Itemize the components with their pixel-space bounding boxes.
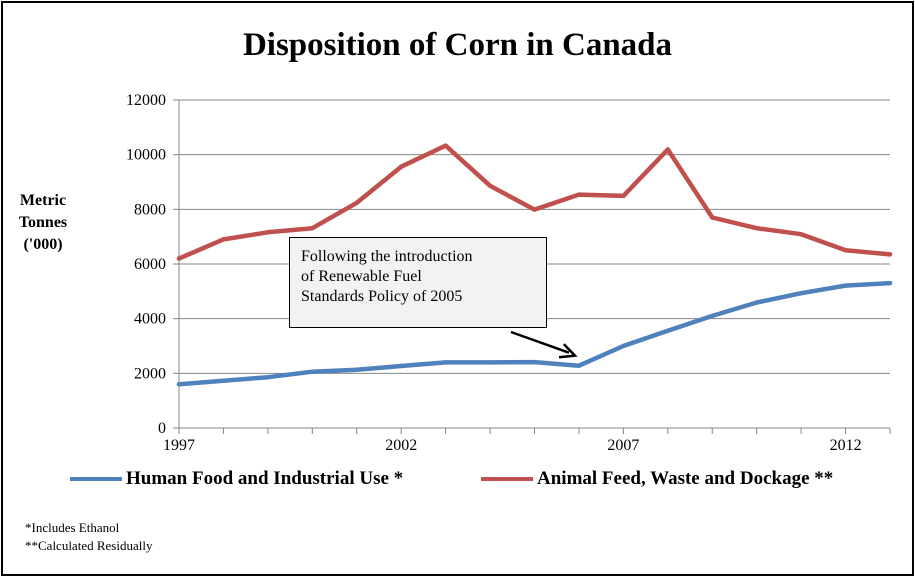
y-axis-label-line: Metric — [19, 192, 67, 209]
data-point-animal-feed — [843, 248, 848, 253]
data-point-human-food — [754, 300, 759, 305]
data-point-human-food — [576, 363, 582, 368]
data-point-animal-feed — [754, 225, 759, 231]
y-tick-label: 4000 — [134, 311, 166, 328]
annotation-line: of Renewable Fuel — [301, 268, 422, 285]
data-point-animal-feed — [710, 215, 715, 220]
data-point-human-food — [798, 291, 804, 296]
data-point-human-food — [621, 343, 626, 349]
data-point-animal-feed — [310, 225, 315, 231]
footnote: **Calculated Residually — [25, 538, 153, 553]
y-tick-label: 10000 — [126, 147, 166, 164]
legend: Human Food and Industrial Use * Animal F… — [70, 468, 910, 498]
y-tick-label: 8000 — [134, 201, 166, 218]
data-point-human-food — [443, 360, 448, 365]
data-point-animal-feed — [798, 232, 804, 237]
data-point-animal-feed — [532, 207, 537, 212]
y-tick-label: 0 — [158, 420, 166, 437]
data-point-animal-feed — [443, 143, 448, 148]
data-point-human-food — [310, 369, 315, 374]
x-tick-label: 2012 — [830, 437, 862, 454]
y-tick-label: 12000 — [126, 92, 166, 109]
data-point-human-food — [221, 378, 226, 383]
data-point-human-food — [398, 363, 404, 369]
y-tick-label: 6000 — [134, 256, 166, 273]
annotation-line: Standards Policy of 2005 — [301, 288, 463, 305]
data-point-human-food — [265, 374, 271, 380]
data-point-human-food — [532, 359, 537, 365]
data-point-human-food — [665, 328, 671, 333]
y-axis-label-line: ('000) — [23, 236, 63, 253]
data-point-animal-feed — [354, 200, 359, 205]
data-point-human-food — [843, 283, 848, 288]
y-tick-label: 2000 — [134, 365, 166, 382]
data-point-animal-feed — [398, 164, 404, 169]
axes: 0 2000 4000 6000 8000 10000 12000 1997 2002 2007 2… — [126, 92, 891, 454]
annotation-box: Following the introduction of Renewable … — [289, 237, 547, 328]
data-point-human-food — [354, 367, 359, 372]
chart-title: Disposition of Corn in Canada — [242, 27, 673, 63]
annotation-line: Following the introduction — [301, 248, 473, 265]
data-point-human-food — [176, 382, 182, 387]
annotation-arrow — [510, 330, 570, 354]
y-axis-label-line: Tonnes — [18, 214, 68, 231]
legend-label: Human Food and Industrial Use * — [126, 468, 404, 489]
data-point-animal-feed — [176, 256, 182, 261]
legend-item-animal-feed: Animal Feed, Waste and Dockage ** — [481, 468, 833, 490]
legend-item-human-food: Human Food and Industrial Use * — [70, 468, 403, 490]
data-point-animal-feed — [221, 237, 226, 242]
data-point-human-food — [887, 280, 893, 286]
data-point-animal-feed — [265, 230, 271, 235]
data-point-animal-feed — [665, 147, 671, 152]
annotation-arrow-group — [510, 330, 578, 359]
legend-label: Animal Feed, Waste and Dockage ** — [537, 468, 834, 489]
x-tick-label: 1997 — [163, 437, 195, 454]
data-point-animal-feed — [487, 183, 493, 189]
x-tick-label: 2002 — [385, 437, 417, 454]
data-point-animal-feed — [576, 192, 582, 197]
annotation-arrowhead — [558, 343, 578, 359]
legend-swatch-blue — [70, 477, 122, 481]
data-point-animal-feed — [621, 193, 626, 199]
footnote: *Includes Ethanol — [25, 520, 120, 535]
x-tick-label: 2007 — [607, 437, 639, 454]
data-point-human-food — [710, 313, 715, 319]
legend-swatch-red — [481, 477, 533, 481]
data-point-human-food — [487, 360, 493, 365]
footnotes: *Includes Ethanol **Calculated Residuall… — [25, 519, 152, 555]
data-point-animal-feed — [887, 252, 893, 257]
y-axis-label: Metric Tonnes ('000) — [10, 190, 76, 256]
series-lines — [176, 143, 893, 387]
